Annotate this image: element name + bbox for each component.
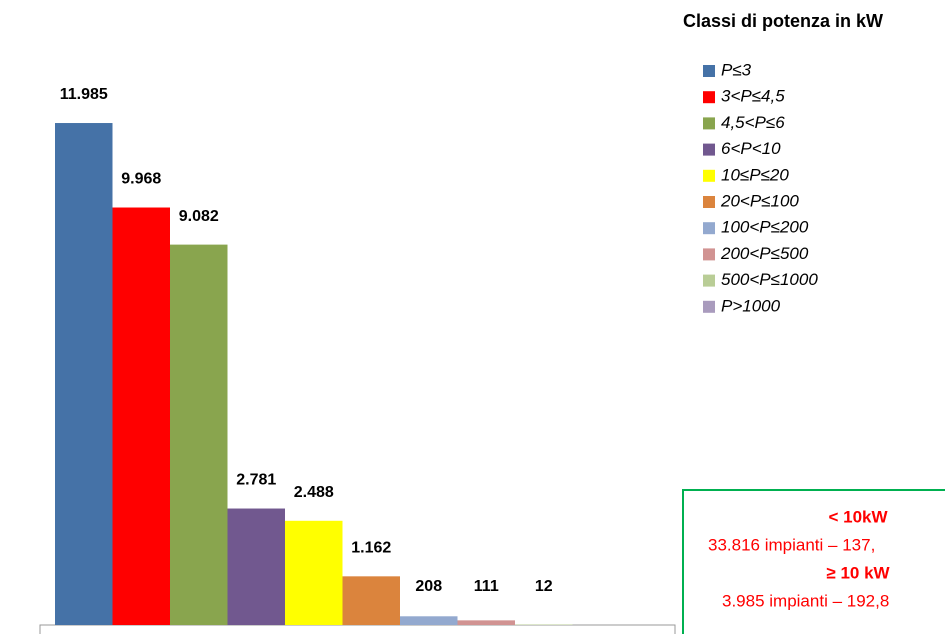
value-label: 208	[415, 578, 442, 595]
legend-swatch	[703, 91, 715, 104]
legend-label: 3<P≤4,5	[721, 87, 785, 106]
bar	[515, 624, 573, 625]
value-label: 2.488	[294, 484, 334, 501]
legend-swatch	[703, 169, 715, 182]
plot-area	[39, 624, 676, 634]
legend-label: 10≤P≤20	[721, 165, 789, 184]
legend-swatch	[703, 117, 715, 130]
annotation-line: 33.816 impianti – 137,	[708, 535, 875, 554]
bar	[227, 508, 285, 625]
value-label: 9.968	[121, 171, 161, 188]
legend-swatch	[703, 222, 715, 235]
legend-swatch	[703, 274, 715, 287]
legend-label: 100<P≤200	[721, 218, 809, 237]
legend-label: 6<P<10	[721, 139, 781, 158]
bar	[457, 620, 515, 625]
value-label: 2.781	[236, 472, 276, 489]
annotation-box	[682, 489, 945, 634]
legend-label: 200<P≤500	[720, 244, 809, 263]
bar	[170, 244, 228, 625]
legend-title: Classi di potenza in kW	[683, 11, 883, 31]
legend-swatch	[703, 143, 715, 156]
bar	[342, 576, 400, 625]
bar	[55, 123, 113, 625]
value-label: 111	[474, 578, 499, 595]
value-label: 11.985	[60, 86, 108, 103]
value-label: 1.162	[351, 540, 391, 557]
legend-label: 20<P≤100	[720, 191, 799, 210]
bar	[400, 616, 458, 625]
annotation-line: < 10kW	[828, 507, 888, 526]
legend-label: 4,5<P≤6	[721, 113, 785, 132]
value-label: 12	[535, 578, 553, 595]
legend-label: 500<P≤1000	[721, 270, 818, 289]
value-label: 9.082	[179, 208, 219, 225]
legend-label: P>1000	[721, 296, 781, 315]
annotation-line: ≥ 10 kW	[826, 563, 890, 582]
bar	[285, 520, 343, 625]
legend-swatch	[703, 248, 715, 261]
annotation-line: 3.985 impianti – 192,8	[722, 591, 889, 610]
legend-label: P≤3	[721, 60, 752, 79]
legend-swatch	[703, 300, 715, 313]
legend-swatch	[703, 65, 715, 77]
bar	[112, 207, 170, 625]
legend-swatch	[703, 196, 715, 208]
